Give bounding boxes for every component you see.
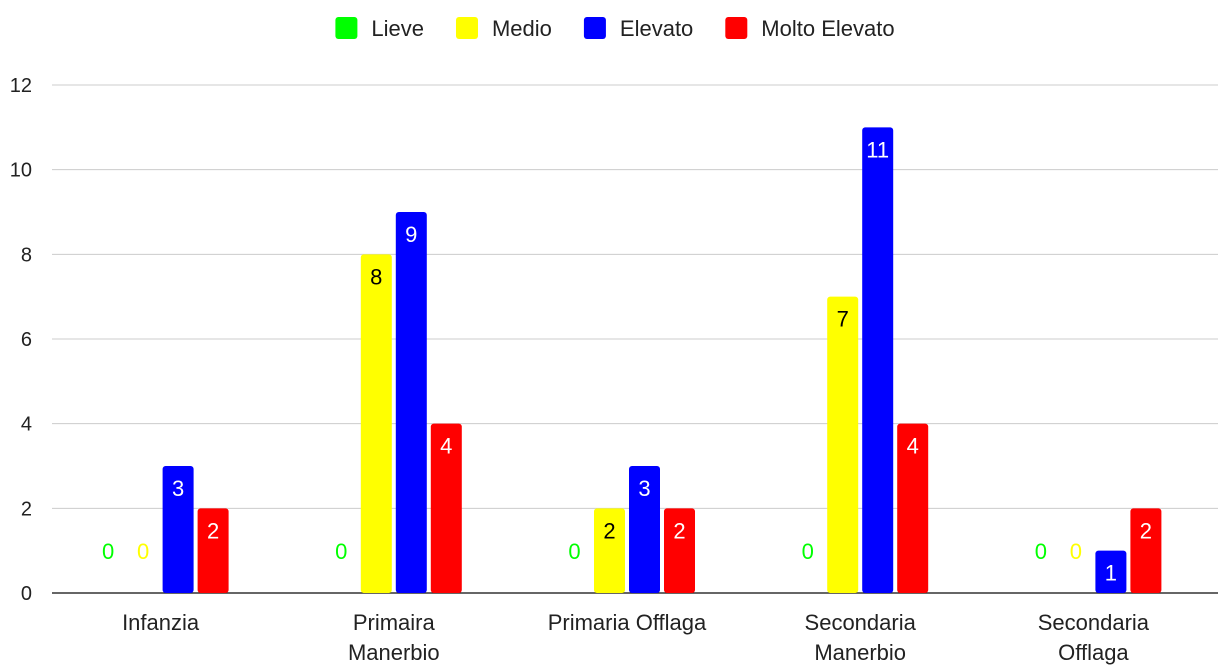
x-tick-label-secondaria-offlaga-line-1: Secondaria xyxy=(1038,610,1150,635)
data-label-secondaria-offlaga-elevato: 1 xyxy=(1105,561,1117,586)
x-axis-labels: Infanzia Primaira Manerbio Primaria Offlaga… xyxy=(122,610,1150,665)
x-tick-label-primaria-offlaga-line-1: Primaria Offlaga xyxy=(548,610,707,635)
y-tick-label-4: 4 xyxy=(21,414,32,436)
legend-label-lieve: Lieve xyxy=(371,16,424,41)
data-label-infanzia-medio: 0 xyxy=(137,539,149,564)
data-label-primaira-manerbio-molto-elevato: 4 xyxy=(440,434,452,459)
x-tick-label-primaira-manerbio-line-2: Manerbio xyxy=(348,640,440,665)
data-label-primaria-offlaga-lieve: 0 xyxy=(568,539,580,564)
legend-label-medio: Medio xyxy=(492,16,552,41)
data-label-infanzia-lieve: 0 xyxy=(102,539,114,564)
data-label-infanzia-molto-elevato: 2 xyxy=(207,518,219,543)
data-label-primaria-offlaga-elevato: 3 xyxy=(638,476,650,501)
data-label-secondaria-manerbio-lieve: 0 xyxy=(802,539,814,564)
data-label-primaira-manerbio-medio: 8 xyxy=(370,264,382,289)
data-label-primaria-offlaga-molto-elevato: 2 xyxy=(673,518,685,543)
legend-label-elevato: Elevato xyxy=(620,16,693,41)
y-tick-label-2: 2 xyxy=(21,498,32,520)
data-label-secondaria-manerbio-medio: 7 xyxy=(837,307,849,332)
y-tick-label-8: 8 xyxy=(21,244,32,266)
bar-secondaria-offlaga-elevato xyxy=(1095,550,1127,593)
legend-swatch-elevato xyxy=(583,17,606,39)
y-tick-label-6: 6 xyxy=(21,329,32,351)
x-tick-label-secondaria-manerbio-line-2: Manerbio xyxy=(814,640,906,665)
bar-secondaria-manerbio-medio xyxy=(827,296,859,593)
legend-swatch-lieve xyxy=(335,17,358,39)
bars xyxy=(162,127,1162,594)
bar-primaira-manerbio-medio xyxy=(360,254,392,594)
legend-label-molto-elevato: Molto Elevato xyxy=(761,16,894,41)
bar-primaira-manerbio-molto-elevato xyxy=(430,423,462,593)
data-label-primaira-manerbio-lieve: 0 xyxy=(335,539,347,564)
y-tick-label-10: 10 xyxy=(10,160,32,182)
data-label-secondaria-offlaga-lieve: 0 xyxy=(1035,539,1047,564)
data-label-infanzia-elevato: 3 xyxy=(172,476,184,501)
x-tick-label-secondaria-manerbio-line-1: Secondaria xyxy=(805,610,917,635)
x-tick-label-primaira-manerbio-line-1: Primaira xyxy=(353,610,436,635)
bar-primaria-offlaga-molto-elevato xyxy=(664,508,695,593)
y-tick-label-12: 12 xyxy=(10,75,32,97)
y-axis-ticks: 0 2 4 6 8 10 12 xyxy=(10,75,32,605)
data-label-secondaria-manerbio-elevato: 11 xyxy=(866,137,889,162)
bar-infanzia-elevato xyxy=(162,466,194,593)
bar-secondaria-manerbio-molto-elevato xyxy=(897,423,929,593)
x-tick-label-secondaria-offlaga-line-2: Offlaga xyxy=(1058,640,1129,665)
y-tick-label-0: 0 xyxy=(21,583,32,605)
bar-primaira-manerbio-elevato xyxy=(395,212,427,593)
data-label-secondaria-offlaga-molto-elevato: 2 xyxy=(1140,518,1152,543)
legend: Lieve Medio Elevato Molto Elevato xyxy=(335,16,895,41)
bar-secondaria-offlaga-molto-elevato xyxy=(1130,508,1162,593)
bar-primaria-offlaga-medio xyxy=(594,508,625,593)
gridlines xyxy=(52,84,1218,594)
legend-swatch-molto-elevato xyxy=(725,17,748,39)
data-label-primaira-manerbio-elevato: 9 xyxy=(405,222,417,247)
legend-swatch-medio xyxy=(455,17,478,39)
bar-secondaria-manerbio-elevato xyxy=(862,127,894,593)
data-label-primaria-offlaga-medio: 2 xyxy=(603,518,615,543)
data-label-secondaria-manerbio-molto-elevato: 4 xyxy=(907,434,919,459)
data-label-secondaria-offlaga-medio: 0 xyxy=(1070,539,1082,564)
bar-primaria-offlaga-elevato xyxy=(629,466,660,593)
bar-infanzia-molto-elevato xyxy=(197,508,229,593)
x-tick-label-infanzia-line-1: Infanzia xyxy=(122,610,200,635)
